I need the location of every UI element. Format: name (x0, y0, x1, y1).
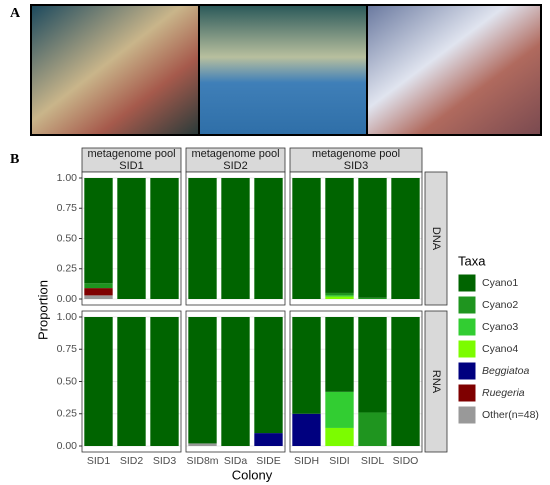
bar-segment (325, 295, 354, 297)
y-tick-label: 1.00 (57, 311, 78, 323)
bar-segment (325, 292, 354, 296)
bar-segment (188, 317, 217, 444)
bar-segment (254, 317, 283, 434)
photo (32, 6, 198, 134)
bar-segment (292, 413, 321, 446)
bar-segment (84, 178, 113, 284)
legend-title: Taxa (458, 253, 486, 268)
y-tick-label: 0.00 (57, 440, 78, 452)
bar-segment (325, 317, 354, 392)
y-tick-label: 0.75 (57, 343, 78, 355)
y-tick-label: 0.75 (57, 202, 78, 214)
bar-segment (221, 317, 250, 446)
legend-label: Cyano1 (482, 277, 518, 289)
bar-segment (358, 178, 387, 298)
legend-swatch (457, 361, 477, 381)
photo (200, 6, 366, 134)
bar-segment (84, 288, 113, 296)
bar-segment (358, 412, 387, 446)
x-tick-label: SIDH (294, 455, 319, 467)
strip-label: SID3 (344, 160, 368, 172)
strip (424, 310, 448, 453)
panel-label: A (10, 6, 21, 21)
legend-swatch (457, 383, 477, 403)
x-tick-label: SID1 (87, 455, 111, 467)
bar-segment (150, 317, 179, 446)
legend-swatch (457, 405, 477, 425)
y-tick-label: 0.00 (57, 293, 78, 305)
bar-segment (254, 433, 283, 446)
strip (289, 147, 423, 173)
bar-segment (358, 297, 387, 299)
bar-segment (391, 317, 420, 446)
strip-label: SID1 (119, 160, 143, 172)
panel-border (185, 171, 286, 306)
panel-border (185, 310, 286, 453)
y-tick-label: 0.25 (57, 263, 78, 275)
bar-segment (84, 295, 113, 299)
x-tick-label: SIDO (393, 455, 419, 467)
x-tick-label: SIDI (329, 455, 349, 467)
x-tick-label: SIDa (224, 455, 248, 467)
bar-segment (84, 283, 113, 289)
y-tick-label: 1.00 (57, 172, 78, 184)
bar-segment (188, 178, 217, 299)
bar-segment (221, 178, 250, 299)
legend-label: Cyano2 (482, 299, 518, 311)
x-tick-label: SIDL (361, 455, 385, 467)
bar-segment (117, 178, 146, 299)
bar-segment (358, 317, 387, 413)
x-tick-label: SID2 (120, 455, 144, 467)
bar-segment (325, 391, 354, 428)
strip (185, 147, 286, 173)
legend-swatch (457, 317, 477, 337)
legend-label: Other(n=48) (482, 409, 539, 421)
strip-label: metagenome pool (87, 148, 175, 160)
bar-segment (292, 317, 321, 414)
legend-label: Ruegeria (482, 387, 525, 399)
bar-segment (325, 296, 354, 299)
strip (81, 147, 182, 173)
strip-label: metagenome pool (312, 148, 400, 160)
strip (424, 171, 448, 306)
legend-swatch (457, 273, 477, 293)
bar-segment (117, 317, 146, 446)
legend-label: Cyano4 (482, 343, 518, 355)
strip-label: SID2 (223, 160, 247, 172)
y-tick-label: 0.50 (57, 232, 78, 244)
bar-segment (188, 443, 217, 446)
bar-segment (150, 178, 179, 299)
y-tick-label: 0.50 (57, 375, 78, 387)
bar-segment (325, 178, 354, 293)
x-tick-label: SID3 (153, 455, 177, 467)
legend-swatch (457, 295, 477, 315)
photo (368, 6, 540, 134)
row-strip-label: RNA (430, 370, 442, 394)
bar-segment (325, 427, 354, 446)
x-tick-label: SID8m (186, 455, 218, 467)
strip-label: metagenome pool (191, 148, 279, 160)
legend-label: Beggiatoa (482, 365, 529, 377)
row-strip-label: DNA (430, 227, 442, 251)
panel-label: B (10, 152, 19, 167)
legend-label: Cyano3 (482, 321, 518, 333)
x-tick-label: SIDE (256, 455, 281, 467)
panel-border (289, 171, 423, 306)
panel-border (289, 310, 423, 453)
y-tick-label: 0.25 (57, 408, 78, 420)
x-axis-label: Colony (232, 467, 273, 482)
bar-segment (84, 317, 113, 446)
bar-segment (391, 178, 420, 299)
bar-segment (292, 178, 321, 299)
bar-segment (254, 178, 283, 299)
legend-swatch (457, 339, 477, 359)
y-axis-label: Proportion (35, 280, 50, 340)
